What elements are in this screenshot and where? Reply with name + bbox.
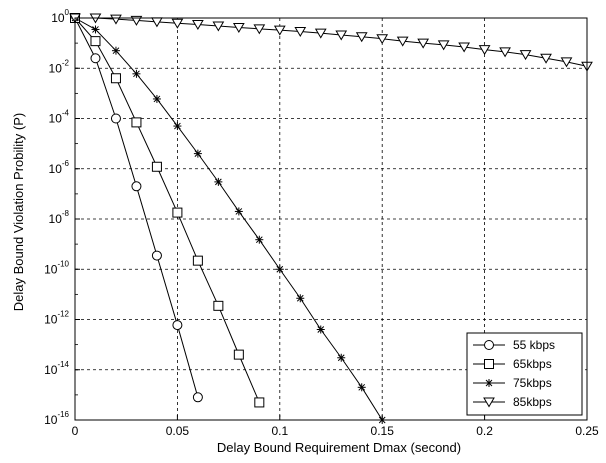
- y-tick-label: 10-6: [49, 159, 70, 176]
- y-tick-label: 10-8: [49, 209, 70, 226]
- legend-label: 65kbps: [513, 357, 552, 371]
- data-point: [314, 28, 327, 39]
- data-point: [110, 73, 121, 84]
- data-point: [255, 235, 264, 244]
- data-point: [213, 300, 224, 311]
- data-point: [171, 18, 184, 29]
- data-point: [192, 392, 203, 403]
- data-point: [151, 250, 162, 261]
- data-point: [294, 27, 307, 37]
- data-point: [273, 25, 286, 36]
- legend-label: 75kbps: [513, 376, 552, 390]
- data-point: [110, 113, 121, 124]
- x-tick-label: 0.2: [476, 424, 493, 438]
- y-tick-label: 10-10: [44, 259, 69, 276]
- data-point: [254, 397, 265, 408]
- legend-marker: [484, 359, 494, 369]
- x-tick-label: 0.05: [166, 424, 190, 438]
- data-point: [193, 149, 202, 158]
- data-point: [376, 34, 389, 45]
- data-point: [111, 46, 120, 55]
- data-point: [296, 294, 305, 303]
- series-3: [71, 14, 387, 424]
- x-tick-label: 0.1: [271, 424, 288, 438]
- y-tick-label: 100: [51, 8, 69, 25]
- y-tick-label: 10-2: [49, 58, 70, 75]
- x-axis-ticks: 0 0.05 0.1 0.15 0.2 0.25: [72, 415, 599, 438]
- data-point: [214, 177, 223, 186]
- data-point: [212, 21, 225, 32]
- series-layer: [69, 13, 593, 424]
- data-point: [560, 57, 573, 68]
- legend-item: 85kbps: [473, 395, 552, 409]
- grid: [75, 18, 587, 420]
- data-point: [437, 40, 450, 51]
- legend-item: 75kbps: [473, 376, 552, 390]
- data-point: [192, 255, 203, 266]
- data-point: [172, 320, 183, 331]
- data-point: [357, 383, 366, 392]
- data-point: [172, 207, 183, 218]
- data-point: [90, 53, 101, 64]
- data-point: [275, 265, 284, 274]
- legend-label: 85kbps: [513, 395, 552, 409]
- y-tick-label: 10-14: [44, 360, 69, 377]
- data-point: [417, 38, 430, 49]
- series-line: [74, 17, 383, 421]
- y-axis-label: Delay Bound Violation Probility (P): [11, 113, 26, 311]
- data-point: [355, 32, 368, 43]
- x-axis-label: Delay Bound Requirement Dmax (second): [217, 440, 461, 455]
- data-point: [316, 325, 325, 334]
- data-point: [234, 207, 243, 216]
- series-line: [74, 17, 260, 403]
- data-point: [253, 24, 266, 35]
- data-point: [478, 45, 491, 56]
- data-point: [110, 14, 122, 25]
- legend-item: 65kbps: [473, 357, 552, 371]
- y-tick-label: 10-4: [49, 109, 70, 126]
- data-point: [173, 122, 182, 131]
- x-tick-label: 0.25: [575, 424, 599, 438]
- data-point: [132, 69, 141, 78]
- data-point: [130, 15, 143, 26]
- y-axis-ticks: 100 10-2 10-4 10-6 10-8 10-10 10-12 10-14 10-16: [44, 8, 80, 427]
- legend-marker: [485, 379, 493, 387]
- legend-label: 55 kbps: [513, 338, 555, 352]
- data-point: [152, 94, 161, 103]
- y-tick-label: 10-16: [44, 410, 69, 427]
- data-point: [233, 349, 244, 360]
- data-point: [192, 20, 204, 31]
- data-point: [335, 30, 348, 41]
- data-point: [519, 50, 532, 61]
- data-point: [131, 117, 142, 128]
- legend-marker: [484, 340, 494, 350]
- x-tick-label: 0: [72, 424, 79, 438]
- data-point: [232, 22, 245, 33]
- data-point: [499, 47, 511, 58]
- data-point: [458, 42, 470, 53]
- data-point: [90, 36, 101, 47]
- data-point: [131, 181, 142, 192]
- data-point: [540, 53, 552, 64]
- y-tick-label: 10-12: [44, 310, 69, 327]
- legend-marker: [483, 397, 495, 408]
- x-tick-label: 0.15: [371, 424, 395, 438]
- data-point: [91, 25, 100, 34]
- data-point: [151, 161, 162, 172]
- data-point: [396, 36, 409, 47]
- data-point: [337, 353, 346, 362]
- legend: 55 kbps 65kbps 75kbps 85kbps: [466, 332, 583, 416]
- legend-item: 55 kbps: [473, 338, 555, 352]
